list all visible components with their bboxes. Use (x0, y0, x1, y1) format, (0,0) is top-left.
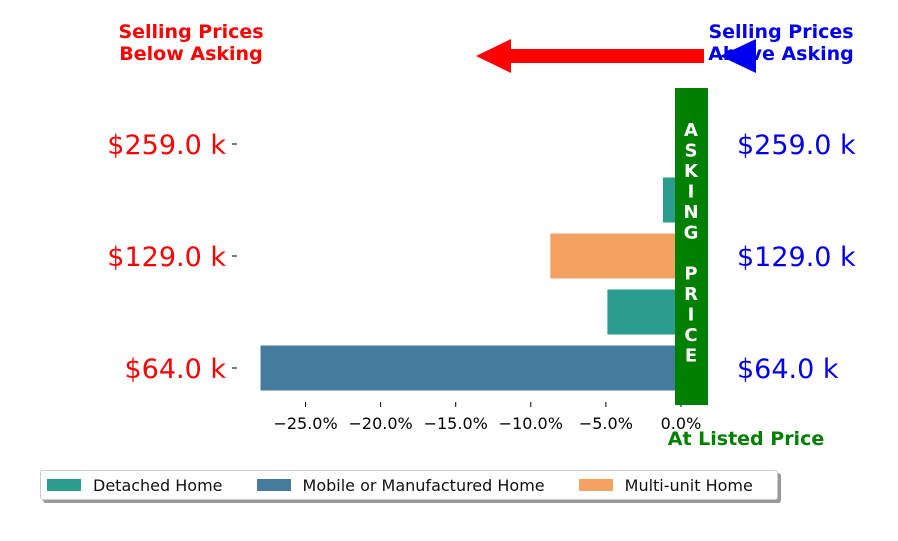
asking-price-letter-5: G (684, 223, 699, 244)
legend-item-multi-unit: Multi-unit Home (578, 475, 753, 495)
legend-item-mobile: Mobile or Manufactured Home (256, 475, 545, 495)
below-title-line-2: Below Asking (119, 43, 262, 65)
legend-swatch (47, 479, 81, 491)
asking-price-band-rect (675, 88, 708, 405)
x-tick-label-4: −5.0% (579, 414, 633, 433)
bar-1 (607, 289, 681, 335)
y-tick-label-right-0: $64.0 k (737, 354, 839, 385)
direction-arrow (476, 39, 756, 73)
asking-price-letter-2: K (684, 161, 699, 182)
x-tick-label-1: −20.0% (349, 414, 413, 433)
legend-label: Mobile or Manufactured Home (302, 475, 545, 495)
x-tick-label-3: −10.0% (499, 414, 563, 433)
bar-2 (550, 233, 681, 279)
legend-label: Detached Home (93, 475, 223, 495)
asking-price-letter-7: P (684, 264, 697, 285)
asking-price-letter-8: R (684, 284, 698, 305)
legend-item-detached: Detached Home (47, 476, 223, 495)
asking-price-letter-11: E (685, 346, 697, 367)
bars-layer (260, 121, 698, 391)
x-tick-label-0: −25.0% (273, 414, 337, 433)
asking-price-letter-0: A (684, 120, 698, 141)
y-tick-label-left-0: $64.0 k (124, 354, 226, 385)
x-tick-label-5: 0.0% (661, 414, 702, 433)
asking-price-letter-1: S (685, 141, 698, 162)
legend-swatch (578, 479, 613, 491)
above-title-line-1: Selling Prices (708, 21, 853, 43)
y-tick-label-left-2: $259.0 k (107, 130, 226, 161)
asking-price-letter-3: I (688, 182, 695, 203)
legend-swatch (256, 479, 291, 491)
below-title-line-1: Selling Prices (118, 21, 263, 43)
legend: Detached Home Mobile or Manufactured Hom… (40, 470, 778, 500)
y-tick-label-right-1: $129.0 k (737, 242, 856, 273)
asking-price-letter-9: I (688, 305, 695, 326)
at-listed-price-label: At Listed Price (668, 428, 824, 450)
y-tick-label-left-1: $129.0 k (107, 242, 226, 273)
bar-0 (260, 345, 681, 391)
asking-price-letter-10: C (684, 325, 697, 346)
x-tick-label-2: −15.0% (424, 414, 488, 433)
y-axis: $64.0 k $64.0 k $129.0 k $129.0 k $259.0 k $2… (107, 130, 856, 385)
x-axis: −25.0% −20.0% −15.0% −10.0% −5.0% 0.0% (273, 402, 701, 433)
legend-label: Multi-unit Home (624, 475, 753, 495)
y-tick-label-right-2: $259.0 k (737, 130, 856, 161)
annotations: Selling Prices Below Asking Selling Pric… (118, 21, 853, 450)
asking-price-letter-4: N (683, 202, 698, 223)
